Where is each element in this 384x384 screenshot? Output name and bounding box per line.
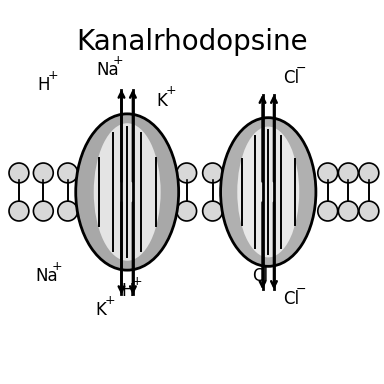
Text: −: − (265, 260, 275, 273)
Circle shape (33, 163, 53, 183)
Circle shape (338, 163, 358, 183)
Text: +: + (105, 294, 115, 307)
Text: Kanalrhodopsine: Kanalrhodopsine (76, 28, 308, 56)
Text: K: K (156, 91, 167, 109)
Text: Cl: Cl (253, 267, 269, 285)
Text: −: − (295, 61, 306, 74)
Text: +: + (113, 54, 123, 67)
Circle shape (58, 163, 78, 183)
Circle shape (203, 163, 222, 183)
Circle shape (177, 163, 197, 183)
Text: H: H (37, 76, 50, 94)
Circle shape (318, 201, 338, 221)
Circle shape (9, 201, 29, 221)
Ellipse shape (94, 123, 161, 261)
Text: H: H (121, 282, 134, 300)
Text: K: K (95, 301, 106, 319)
Text: +: + (131, 275, 142, 288)
Text: −: − (295, 283, 306, 296)
Ellipse shape (237, 127, 299, 257)
Text: Cl: Cl (283, 290, 299, 308)
Circle shape (318, 163, 338, 183)
Circle shape (203, 201, 222, 221)
Text: +: + (166, 84, 176, 98)
Circle shape (177, 201, 197, 221)
Text: Cl: Cl (283, 69, 299, 87)
Circle shape (338, 201, 358, 221)
Ellipse shape (220, 118, 316, 266)
Ellipse shape (76, 114, 179, 270)
Circle shape (33, 201, 53, 221)
Text: Na: Na (97, 61, 119, 79)
Text: +: + (51, 260, 62, 273)
Circle shape (359, 163, 379, 183)
Circle shape (359, 201, 379, 221)
Circle shape (58, 201, 78, 221)
Text: Na: Na (36, 267, 58, 285)
Circle shape (9, 163, 29, 183)
Text: +: + (48, 69, 58, 82)
